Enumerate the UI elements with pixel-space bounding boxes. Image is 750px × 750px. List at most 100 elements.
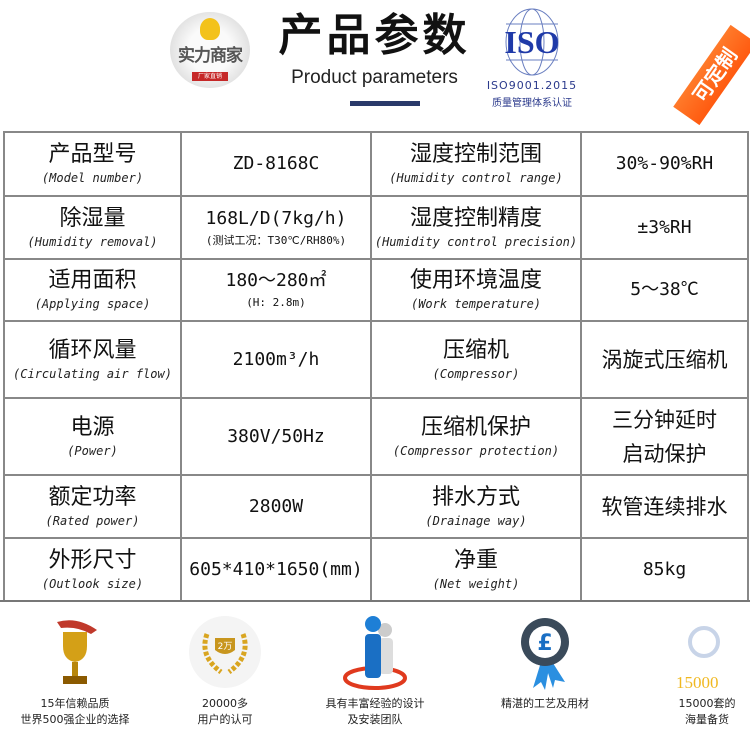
param-value-cell: 605*410*1650(mm) [180,537,372,602]
feature-item: 具有丰富经验的设计 及安装团队 [300,612,450,728]
param-label-cell: 除湿量 (Humidity removal) [3,195,182,260]
param-note: (H: 2.8m) [246,296,306,309]
param-value: 5～38℃ [630,279,699,300]
param-label: 电源 [70,414,115,440]
feature-text: 精湛的工艺及用材 [501,697,589,710]
param-label-en: (Rated power) [45,513,140,528]
param-value-cell: 380V/50Hz [180,397,372,476]
param-label: 压缩机 [442,337,509,363]
badge-text: 15000 [676,673,719,692]
param-value: 涡旋式压缩机 [601,347,728,372]
feature-text: 海量备货 [685,713,729,726]
table-row: 电源 (Power) 380V/50Hz 压缩机保护 (Compressor prote… [3,397,749,476]
parameters-table: 产品型号 (Model number) ZD-8168C 湿度控制范围 (Humidit… [3,131,749,602]
param-value-cell: 2100m³/h [180,320,372,399]
param-label-cell: 额定功率 (Rated power) [3,474,182,539]
param-label-cell: 湿度控制范围 (Humidity control range) [370,131,582,197]
param-label: 额定功率 [48,484,137,510]
param-label-en: (Humidity control precision) [374,234,578,249]
param-label-cell: 排水方式 (Drainage way) [370,474,582,539]
param-label-en: (Humidity removal) [27,234,158,249]
badge-text: 实力商家 [178,46,243,66]
table-row: 外形尺寸 (Outlook size) 605*410*1650(mm) 净重 (Net… [3,537,749,602]
feature-text: 15年信赖品质 [40,697,110,710]
param-label: 净重 [453,547,498,573]
param-value: 三分钟延时 [612,407,717,432]
param-label-en: (Humidity control range) [389,171,563,185]
accent-bar [350,101,420,106]
param-value-cell: 168L/D(7kg/h) (测试工况：T30℃/RH80%) [180,195,372,260]
param-value: 85kg [642,558,687,580]
param-label-en: (Circulating air flow) [13,366,172,381]
param-label: 产品型号 [48,142,137,167]
table-row: 除湿量 (Humidity removal) 168L/D(7kg/h) (测试工况：… [3,195,749,260]
param-label-cell: 使用环境温度 (Work temperature) [370,258,582,322]
laurel-badge-icon: 2万 [189,616,261,688]
param-value-cell: ZD-8168C [180,131,372,197]
param-value: 软管连续排水 [601,494,728,519]
param-note: (测试工况：T30℃/RH80%) [205,233,347,247]
param-label-cell: 循环风量 (Circulating air flow) [3,320,182,399]
features-strip: 15年信赖品质 世界500强企业的选择 2万 20000多 用户的认可 具有丰富经验… [0,612,750,742]
param-label-en: (Power) [67,443,118,458]
param-label: 适用面积 [48,268,137,293]
param-label: 湿度控制范围 [409,142,542,167]
param-label: 压缩机保护 [420,414,531,440]
param-label-en: (Outlook size) [41,576,144,591]
feature-item: 15000 15000套的 海量备货 [640,612,750,728]
param-value-cell: 三分钟延时 启动保护 [580,397,749,476]
param-value: ±3%RH [637,216,692,238]
feature-text: 15000套的 [678,697,736,710]
param-value: 605*410*1650(mm) [189,558,363,580]
param-label-en: (Work temperature) [410,297,542,311]
param-value: 168L/D(7kg/h) [205,207,347,229]
param-label-cell: 净重 (Net weight) [370,537,582,602]
param-label-en: (Applying space) [34,297,151,311]
param-label-cell: 压缩机 (Compressor) [370,320,582,399]
param-label-en: (Drainage way) [425,513,527,528]
param-label: 湿度控制精度 [409,205,542,231]
param-value: 2100m³/h [232,348,320,370]
param-value: 180～280㎡ [225,270,327,291]
magnifier-icon: 15000 [676,626,720,692]
header: 实力商家 厂家直销 产品参数 Product parameters ISO IS… [0,0,750,130]
param-value: 2800W [248,495,304,517]
param-label: 循环风量 [48,337,137,363]
team-icon [343,616,407,690]
badge-text: 2万 [218,642,233,652]
badge-sub: 厂家直销 [192,72,228,81]
iso-desc: 质量管理体系认证 [492,98,572,109]
feature-item: 15年信赖品质世界500强企业的选择 [0,612,150,728]
iso-logo-text: ISO [504,24,559,60]
param-value: ZD-8168C [232,153,320,174]
feature-text: 具有丰富经验的设计 [325,697,425,710]
feature-text: 用户的认可 [197,713,253,726]
param-value-cell: 85kg [580,537,749,602]
table-row: 额定功率 (Rated power) 2800W 排水方式 (Drainage way)… [3,474,749,539]
param-value-cell: 5～38℃ [580,258,749,322]
iso-cert: ISO9001.2015 [486,79,578,92]
page-title: 产品参数 [278,10,471,61]
page-subtitle: Product parameters [291,67,458,88]
quality-medal-icon: £ [521,618,569,690]
param-label: 使用环境温度 [409,268,542,293]
param-label-en: (Compressor) [432,366,520,381]
table-row: 循环风量 (Circulating air flow) 2100m³/h 压缩机 (Co… [3,320,749,399]
param-label-en: (Model number) [41,171,144,185]
param-value-cell: 软管连续排水 [580,474,749,539]
trophy-icon [57,620,97,684]
param-value: 启动保护 [622,441,707,466]
iso-globe-logo: ISO [504,8,560,76]
param-label-cell: 产品型号 (Model number) [3,131,182,197]
param-value-cell: 2800W [180,474,372,539]
param-value-cell: 180～280㎡ (H: 2.8m) [180,258,372,322]
param-label-cell: 外形尺寸 (Outlook size) [3,537,182,602]
param-value-cell: ±3%RH [580,195,749,260]
feature-text: 世界500强企业的选择 [20,713,130,726]
bull-icon [200,18,220,40]
param-value-cell: 涡旋式压缩机 [580,320,749,399]
param-value: 30%-90%RH [615,153,714,174]
param-label-cell: 湿度控制精度 (Humidity control precision) [370,195,582,260]
feature-item: £ 精湛的工艺及用材 [470,612,620,712]
param-label: 除湿量 [59,205,126,231]
